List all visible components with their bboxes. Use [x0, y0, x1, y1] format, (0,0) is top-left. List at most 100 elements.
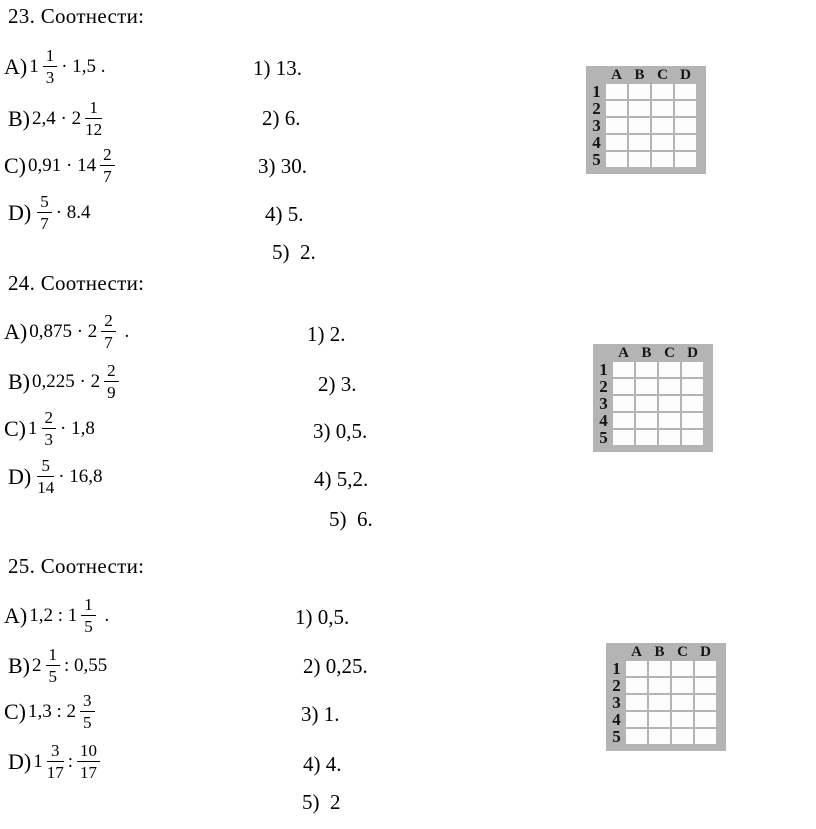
grid-cell	[613, 379, 634, 394]
expression-pre: 0,91 · 14	[28, 154, 97, 176]
grid-col-header: A	[618, 345, 629, 361]
expression-post: · 1,8	[60, 417, 95, 439]
item-label: B)	[8, 652, 30, 678]
expression-23-b: B) 2,4 · 2 1 12	[8, 98, 106, 139]
fraction-denominator: 17	[80, 763, 97, 783]
expression-25-d: D) 1 3 17:10 17	[8, 741, 104, 782]
grid-row-header: 5	[612, 727, 621, 746]
grid-cell	[659, 379, 680, 394]
grid-row-header: 2	[599, 377, 608, 396]
expression-24-d: D) 5 14 · 16,8	[8, 456, 103, 497]
fraction: 5 14	[37, 456, 55, 498]
grid-corner	[609, 646, 624, 659]
grid-cell	[606, 101, 627, 116]
grid-cell	[626, 695, 647, 710]
grid-row-header: 4	[612, 710, 621, 729]
answer-option: 5) 6.	[329, 507, 373, 531]
answer-option: 3) 1.	[301, 702, 340, 726]
answer-option: 2) 0,25.	[303, 654, 368, 678]
grid-row-header: 5	[599, 428, 608, 447]
grid-cell	[659, 413, 680, 428]
fraction-numerator: 5	[37, 456, 55, 478]
fraction-denominator: 7	[103, 167, 112, 187]
answer-grid-25: A B C D 1 2 3 4 5	[606, 643, 726, 751]
item-label: A)	[4, 602, 28, 628]
expression-pre: 1,2 : 1	[29, 604, 78, 626]
division-sign: :	[67, 750, 73, 772]
grid-col-header: D	[687, 345, 698, 361]
expression-pre: 1	[28, 417, 38, 439]
grid-cell	[672, 712, 693, 727]
expression-23-c: C) 0,91 · 14 2 7	[4, 145, 119, 186]
item-label: B)	[8, 368, 30, 394]
grid-cell	[672, 695, 693, 710]
grid-cell	[652, 84, 673, 99]
answer-option: 1) 13.	[253, 56, 302, 80]
grid-cell	[629, 118, 650, 133]
grid-row-header: 1	[612, 659, 621, 678]
expression-post: .	[99, 604, 110, 626]
grid-corner	[589, 69, 604, 82]
fraction-numerator: 1	[45, 645, 60, 667]
fraction-denominator: 14	[37, 478, 55, 498]
answer-option: 1) 2.	[307, 322, 346, 346]
fraction-denominator: 3	[44, 430, 54, 450]
grid-col-header: A	[631, 644, 642, 660]
answer-grid-23: A B C D 1 2 3 4 5	[586, 66, 706, 174]
fraction: 3 17	[46, 741, 64, 782]
grid-cell	[629, 135, 650, 150]
grid-cell	[606, 84, 627, 99]
grid-col-header: B	[654, 644, 665, 660]
grid-row-header: 2	[612, 676, 621, 695]
grid-cell	[606, 118, 627, 133]
grid-cell	[626, 661, 647, 676]
expression-23-a: A) 1 1 3 · 1,5 .	[4, 46, 106, 87]
grid-cell	[629, 84, 650, 99]
grid-cell	[649, 661, 670, 676]
grid-cell	[695, 661, 716, 676]
expression-pre: 2,4 · 2	[32, 107, 82, 129]
item-label: A)	[4, 53, 28, 79]
grid-col-header: C	[657, 67, 668, 83]
grid-row-header: 1	[599, 360, 608, 379]
grid-cell	[659, 430, 680, 445]
grid-row-header: 4	[592, 133, 601, 152]
grid-cell	[675, 135, 696, 150]
grid-cell	[613, 362, 634, 377]
expression-post: · 1,5 .	[61, 55, 106, 77]
answer-option: 2) 6.	[262, 106, 301, 130]
fraction-denominator: 5	[48, 667, 58, 687]
grid-cell	[649, 712, 670, 727]
fraction: 1 12	[85, 98, 103, 139]
fraction-numerator: 3	[46, 741, 64, 763]
answer-option: 3) 30.	[258, 154, 307, 178]
grid-col-header: D	[680, 67, 691, 83]
grid-cell	[636, 430, 657, 445]
grid-row-header: 3	[612, 693, 621, 712]
grid-col-header: C	[677, 644, 688, 660]
fraction-numerator: 1	[42, 46, 58, 68]
expression-post: : 0,55	[64, 654, 108, 676]
grid-col-header: A	[611, 67, 622, 83]
grid-cell	[649, 695, 670, 710]
expression-pre: 0,225 · 2	[32, 370, 101, 392]
grid-cell	[695, 729, 716, 744]
grid-col-header: C	[664, 345, 675, 361]
grid-cell	[682, 396, 703, 411]
grid-row-header: 3	[592, 116, 601, 135]
grid-cell	[675, 84, 696, 99]
fraction-numerator: 2	[41, 408, 56, 430]
answer-option: 4) 5.	[265, 202, 304, 226]
answer-option: 5) 2	[302, 790, 341, 814]
grid-cell	[652, 135, 673, 150]
grid-cell	[672, 729, 693, 744]
section-25-title: 25. Соотнести:	[8, 554, 145, 578]
